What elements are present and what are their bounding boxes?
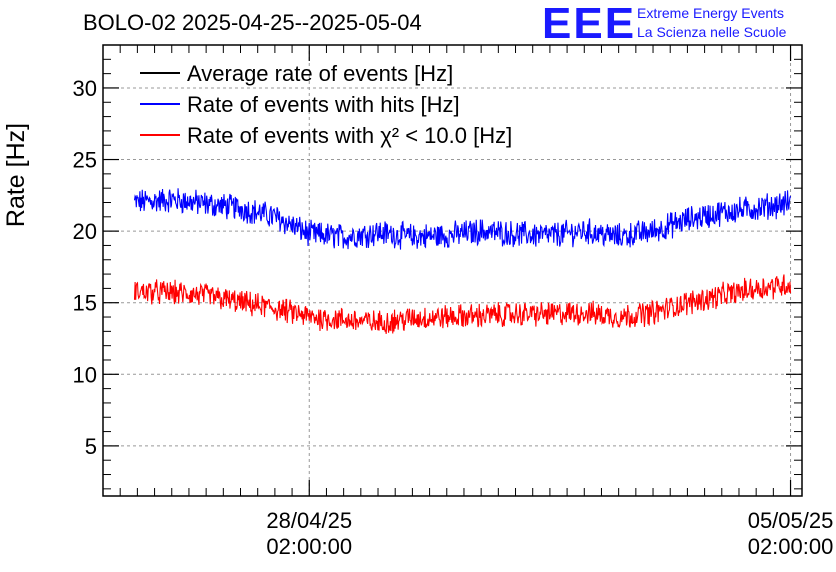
series-line-2	[133, 274, 792, 334]
legend-label-1: Rate of events with hits [Hz]	[187, 92, 460, 117]
plot-area	[102, 44, 803, 497]
x-tick-time: 02:00:00	[266, 534, 353, 559]
legend-label-2: Rate of events with χ² < 10.0 [Hz]	[187, 123, 512, 148]
x-tick-date: 05/05/25	[747, 508, 834, 533]
logo-caption: Extreme Energy Events La Scienza nelle S…	[637, 4, 786, 42]
eee-logo: EEE	[542, 0, 637, 48]
y-tick-label: 30	[73, 76, 97, 101]
x-tick-label: 28/04/25 02:00:00	[266, 508, 352, 560]
legend-label-0: Average rate of events [Hz]	[187, 61, 453, 86]
x-tick-label: 05/05/25 02:00:00	[748, 508, 834, 560]
legend: Average rate of events [Hz] Rate of event…	[140, 61, 512, 148]
grid-lines	[103, 45, 802, 496]
logo-line-1: Extreme Energy Events	[637, 5, 785, 21]
plot-frame	[102, 44, 803, 497]
series-lines	[133, 188, 792, 334]
y-tick-label: 10	[73, 362, 97, 387]
y-tick-label: 20	[73, 219, 97, 244]
y-tick-label: 25	[73, 148, 97, 173]
y-tick-label: 5	[85, 434, 97, 459]
series-line-1	[133, 188, 792, 250]
y-tick-label: 15	[73, 291, 97, 316]
x-tick-date: 28/04/25	[266, 508, 353, 533]
logo-line-2: La Scienza nelle Scuole	[637, 24, 787, 40]
axis-ticks: 5 10 15 20 25 30	[73, 45, 802, 496]
chart-title: BOLO-02 2025-04-25--2025-05-04	[83, 10, 422, 35]
x-tick-time: 02:00:00	[747, 534, 834, 559]
